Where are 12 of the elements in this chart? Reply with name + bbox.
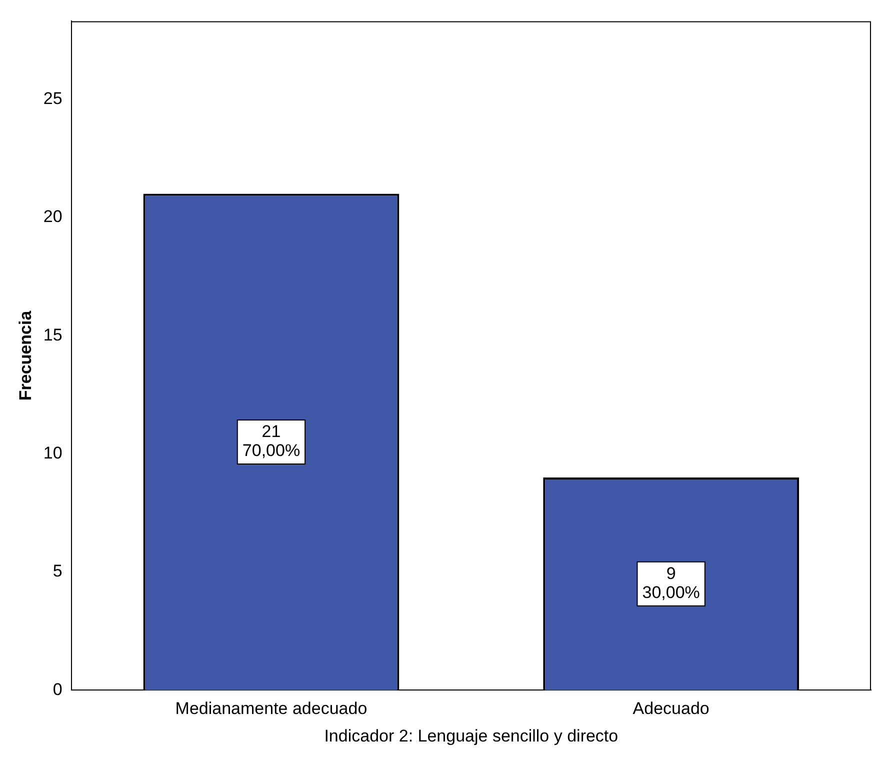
y-tick-label: 5 <box>52 562 62 581</box>
data-label: 21 70,00% <box>242 422 300 460</box>
x-tick-label: Adecuado <box>632 699 710 718</box>
x-axis-title: Indicador 2: Lenguaje sencillo y directo <box>324 726 618 746</box>
y-tick-label: 25 <box>43 88 62 108</box>
data-label: 9 30,00% <box>642 564 700 602</box>
y-tick-label: 15 <box>43 325 62 344</box>
y-tick-label: 20 <box>43 207 62 226</box>
y-tick-label: 10 <box>43 443 62 462</box>
y-axis-title: Frecuencia <box>16 310 35 401</box>
x-tick-label: Medianamente adecuado <box>175 699 368 718</box>
y-tick-label: 0 <box>52 680 62 699</box>
